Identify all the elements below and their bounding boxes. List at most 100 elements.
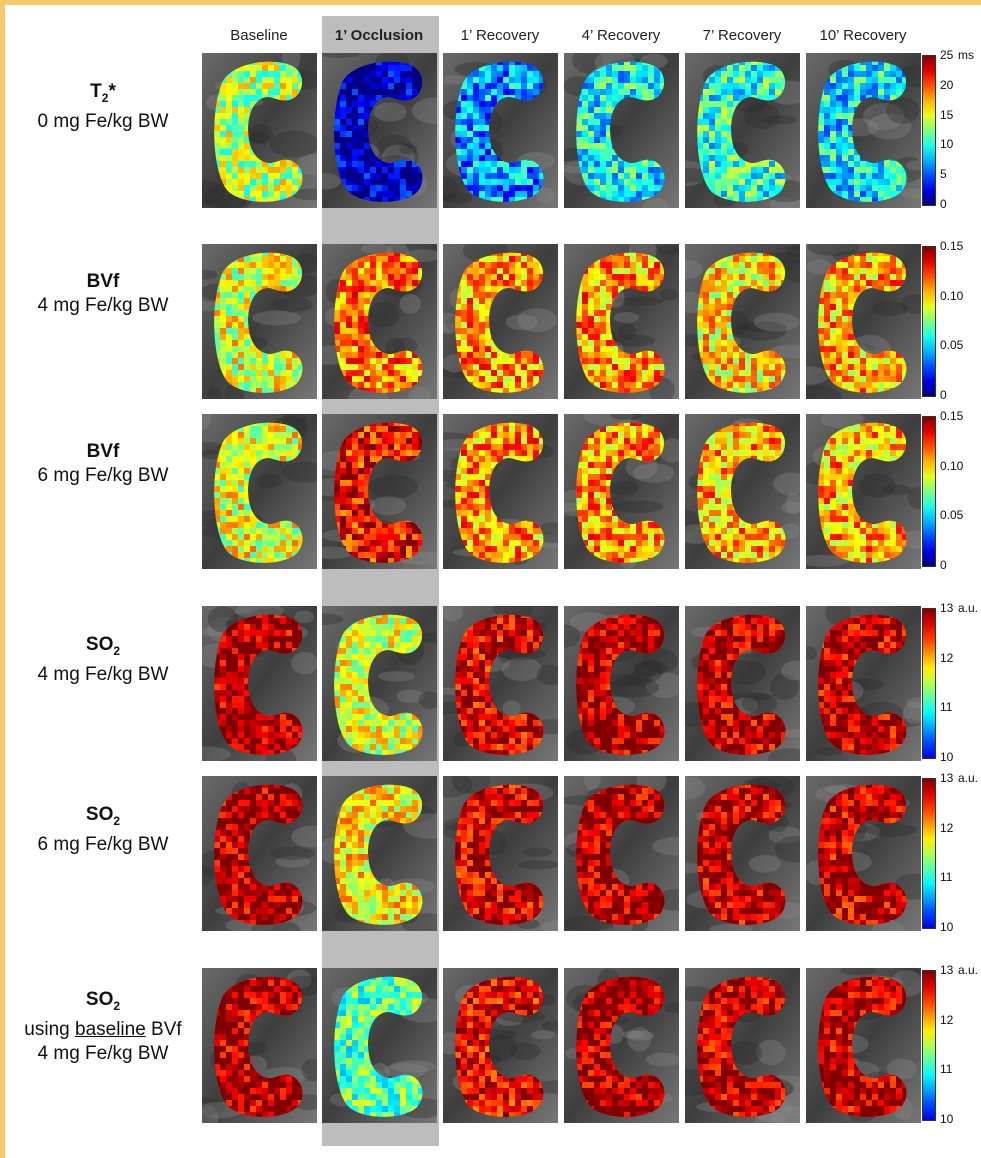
colorbar-tick-label: 0.10: [940, 458, 964, 473]
colorbar-tick-label: 20: [940, 77, 954, 92]
kidney-map-image: [202, 606, 317, 761]
parametric-map-tile: [202, 606, 317, 761]
colorbar-tick-label: 0.05: [940, 338, 964, 353]
row-subtitle: 0 mg Fe/kg BW: [37, 110, 169, 132]
parametric-map-tile: [443, 244, 558, 399]
colorbar: [922, 416, 936, 567]
colorbar-tick-label: 15: [940, 107, 954, 122]
row-title: SO2: [8, 988, 198, 1018]
row-subtitle-pre: using: [24, 1018, 75, 1040]
row-subtitle: 6 mg Fe/kg BW: [37, 833, 169, 855]
parametric-map-tile: [564, 606, 679, 761]
kidney-map-image: [806, 414, 921, 569]
colorbar: [922, 970, 936, 1121]
parametric-map-tile: [322, 776, 437, 931]
colorbar-tick-label: 10: [940, 1112, 954, 1126]
parametric-map-tile: [202, 53, 317, 208]
row-title-subscript: 2: [113, 813, 121, 828]
row-title: BVf: [8, 440, 198, 464]
colorbar-tick-label: 0: [940, 197, 947, 211]
parametric-map-tile: [806, 776, 921, 931]
kidney-map-image: [443, 606, 558, 761]
kidney-map-image: [806, 244, 921, 399]
colorbar-tick-label: 0.05: [940, 508, 964, 523]
row-dose: 4 mg Fe/kg BW: [37, 1042, 169, 1064]
colorbar-tick-label: 13: [940, 963, 954, 977]
parametric-map-tile: [322, 414, 437, 569]
kidney-map-image: [806, 968, 921, 1123]
kidney-map-image: [685, 244, 800, 399]
parametric-map-tile: [564, 244, 679, 399]
kidney-map-image: [685, 53, 800, 208]
row-title-main: SO: [85, 804, 114, 825]
colorbar-unit-label: ms: [958, 48, 974, 62]
kidney-map-image: [685, 606, 800, 761]
kidney-map-image: [685, 968, 800, 1123]
parametric-map-tile: [806, 414, 921, 569]
parametric-map-tile: [202, 414, 317, 569]
row-title-main: SO: [85, 634, 114, 655]
colorbar-tick-label: 10: [940, 137, 954, 152]
colorbar-tick-label: 12: [940, 650, 954, 665]
kidney-map-image: [564, 244, 679, 399]
parametric-map-tile: [564, 776, 679, 931]
colorbar-tick-label: 10: [940, 750, 954, 764]
kidney-map-image: [202, 53, 317, 208]
colorbar-tick-label: 25: [940, 48, 954, 62]
kidney-map-image: [564, 414, 679, 569]
parametric-map-tile: [806, 968, 921, 1123]
colorbar: [922, 608, 936, 759]
row-title-main: T: [90, 81, 102, 102]
row-title: SO2: [8, 633, 198, 663]
kidney-map-image: [443, 968, 558, 1123]
kidney-map-image: [685, 414, 800, 569]
row-subtitle: 4 mg Fe/kg BW: [37, 663, 169, 685]
column-header-2: 1’ Recovery: [460, 27, 540, 44]
column-header-3: 4’ Recovery: [581, 27, 661, 44]
parametric-map-tile: [685, 53, 800, 208]
colorbar-tick-label: 13: [940, 771, 954, 785]
kidney-map-image: [322, 968, 437, 1123]
kidney-map-image: [322, 414, 437, 569]
row-title: SO2: [8, 803, 198, 833]
parametric-map-tile: [443, 776, 558, 931]
row-subtitle-underlined: baseline: [75, 1018, 146, 1040]
parametric-map-tile: [564, 53, 679, 208]
kidney-map-image: [443, 414, 558, 569]
row-label-0: T2* 0 mg Fe/kg BW: [8, 80, 198, 134]
colorbar-tick-label: 0.15: [940, 239, 964, 253]
parametric-map-tile: [685, 244, 800, 399]
parametric-map-tile: [443, 414, 558, 569]
colorbar: [922, 55, 936, 206]
colorbar-tick-label: 10: [940, 920, 954, 934]
colorbar-tick-label: 5: [940, 167, 947, 182]
parametric-map-tile: [564, 414, 679, 569]
parametric-map-tile: [806, 606, 921, 761]
row-title-main: SO: [85, 989, 114, 1010]
kidney-map-image: [443, 53, 558, 208]
parametric-map-tile: [202, 244, 317, 399]
row-label-3: SO2 4 mg Fe/kg BW: [8, 633, 198, 687]
kidney-map-image: [443, 244, 558, 399]
column-header-4: 7’ Recovery: [702, 27, 782, 44]
colorbar-tick-label: 13: [940, 601, 954, 615]
colorbar-tick-label: 11: [940, 1062, 953, 1077]
parametric-map-tile: [685, 968, 800, 1123]
colorbar-unit-label: a.u.: [958, 963, 979, 977]
colorbar: [922, 778, 936, 929]
kidney-map-image: [322, 53, 437, 208]
row-title-subscript: 2: [113, 998, 121, 1013]
parametric-map-tile: [322, 244, 437, 399]
kidney-map-image: [443, 776, 558, 931]
column-header-0: Baseline: [230, 27, 288, 44]
colorbar-tick-label: 11: [940, 700, 953, 715]
colorbar-tick-label: 11: [940, 870, 953, 885]
kidney-map-image: [322, 606, 437, 761]
colorbar-unit-label: a.u.: [958, 601, 979, 615]
colorbar: [922, 246, 936, 397]
kidney-map-image: [202, 244, 317, 399]
row-label-4: SO2 6 mg Fe/kg BW: [8, 803, 198, 857]
colorbar-tick-label: 0: [940, 388, 947, 402]
colorbar-tick-label: 12: [940, 1012, 954, 1027]
kidney-map-image: [202, 414, 317, 569]
